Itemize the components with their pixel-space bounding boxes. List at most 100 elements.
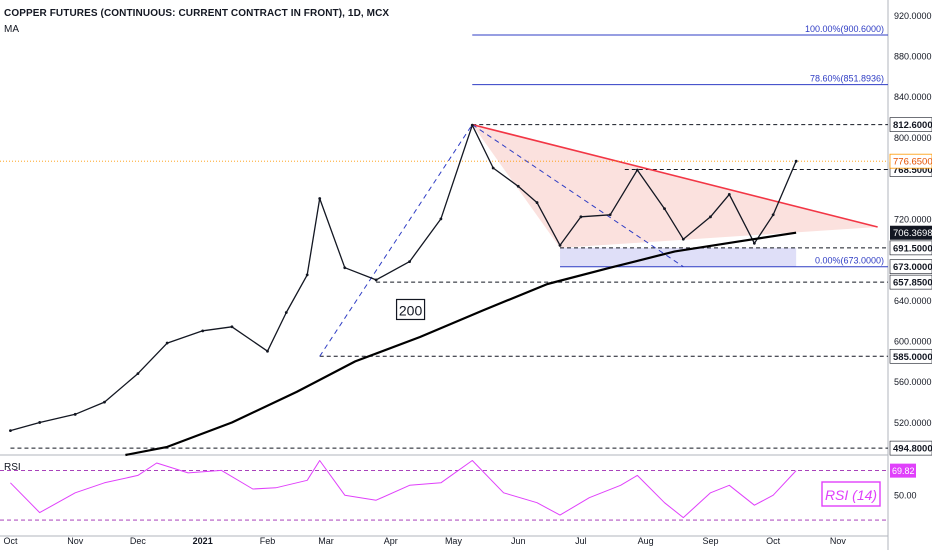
price-level-tag	[889, 117, 932, 132]
time-axis-tick: Oct	[766, 536, 781, 546]
price-axis-tick: 880.0000	[894, 51, 932, 61]
price-point	[558, 243, 562, 247]
price-axis-tick: 720.0000	[894, 214, 932, 224]
rsi-series: RSI (14)	[0, 460, 888, 521]
price-level-label: 768.5000	[893, 165, 932, 176]
price-point	[318, 197, 322, 200]
fib-level-label: 100.00%(900.6000)	[805, 24, 884, 34]
price-level-label: 812.6000	[893, 120, 932, 131]
ma200-annotation-box	[395, 298, 426, 321]
time-axis-tick: Sep	[702, 536, 718, 546]
price-axis-tick: 800.0000	[894, 133, 932, 143]
time-axis-tick: Oct	[3, 536, 18, 546]
projection-line	[471, 124, 684, 268]
price-level-tag	[889, 440, 932, 456]
price-point	[535, 201, 539, 204]
price-level-label: 494.8000	[893, 444, 932, 455]
price-point	[136, 372, 140, 375]
time-axis-tick: Dec	[130, 536, 147, 546]
last-price-tag	[889, 153, 932, 169]
fib-level-label: 0.00%(673.0000)	[815, 256, 884, 266]
ma-value-tag	[890, 225, 932, 240]
rsi-panel-label: RSI	[4, 462, 21, 473]
ma-value-label: 706.3698	[893, 228, 932, 239]
price-point	[343, 266, 347, 270]
annotations: 200	[395, 298, 426, 321]
price-line	[10, 124, 797, 432]
price-axis-tick: 560.0000	[894, 377, 932, 387]
price-point	[608, 213, 612, 217]
price-axis-tick: 600.0000	[894, 337, 932, 347]
support-band	[560, 247, 797, 267]
price-point	[38, 421, 42, 424]
price-point	[9, 429, 12, 433]
resistance-trendline	[472, 123, 878, 228]
price-point	[579, 215, 583, 219]
price-level-tag	[889, 348, 932, 364]
price-point	[470, 123, 474, 127]
price-point	[752, 241, 756, 245]
ma200-annotation: 200	[399, 302, 423, 318]
price-level-tag	[889, 240, 932, 256]
time-axis-tick: Nov	[67, 536, 84, 546]
price-point	[73, 412, 77, 416]
fibonacci-levels: 100.00%(900.6000) 78.60%(851.8936) 0.00%(6…	[472, 24, 888, 268]
price-point	[771, 213, 775, 217]
time-axis-tick: 2021	[193, 536, 213, 546]
price-level-label: 673.0000	[893, 262, 932, 273]
price-point	[305, 273, 309, 277]
price-point	[165, 341, 169, 345]
projection-line	[319, 124, 473, 357]
price-point	[794, 159, 798, 163]
shaded-zones	[472, 124, 878, 267]
price-point	[727, 193, 731, 196]
price-point	[491, 166, 495, 170]
price-point	[709, 215, 712, 219]
price-level-label: 657.8500	[893, 278, 932, 289]
rsi-badge: RSI (14)	[825, 487, 877, 503]
price-point	[103, 400, 106, 404]
time-axis-tick: Aug	[638, 536, 654, 546]
price-point	[663, 207, 666, 211]
fib-level-label: 78.60%(851.8936)	[810, 74, 884, 84]
price-axis-tick: 840.0000	[894, 92, 932, 102]
time-axis-tick: May	[445, 536, 463, 546]
rsi-line	[10, 460, 797, 519]
price-level-label: 585.0000	[893, 352, 932, 363]
time-axis-tick: Jun	[511, 536, 526, 546]
price-point	[201, 329, 205, 333]
price-level-label: 691.5000	[893, 243, 932, 254]
price-level-tag	[889, 274, 932, 290]
axes: 812.6000 768.5000 691.5000 673.0000 657.8500…	[3, 11, 932, 546]
ma200-line	[125, 231, 797, 457]
time-axis-tick: Nov	[830, 536, 847, 546]
price-point	[439, 217, 443, 221]
price-axis-tick: 520.0000	[894, 418, 932, 428]
price-level-lines	[10, 124, 888, 449]
price-point	[374, 278, 378, 282]
time-axis-tick: Apr	[384, 536, 398, 546]
price-point	[266, 349, 269, 353]
price-point	[681, 237, 685, 241]
price-point	[284, 311, 288, 314]
time-axis-tick: Mar	[318, 536, 334, 546]
rsi-axis-tick: 50.00	[894, 491, 917, 501]
price-series	[0, 123, 888, 457]
time-axis-tick: Feb	[260, 536, 276, 546]
price-axis-tick: 920.0000	[894, 11, 932, 21]
price-point	[516, 184, 520, 188]
price-point	[408, 260, 411, 264]
chart-title: COPPER FUTURES (CONTINUOUS: CURRENT CONT…	[4, 8, 390, 19]
price-axis-tick: 640.0000	[894, 296, 932, 306]
indicator-label: MA	[4, 24, 19, 35]
time-axis-tick: Jul	[575, 536, 587, 546]
shaded-triangle	[472, 124, 878, 248]
price-point	[635, 168, 639, 172]
last-price-label: 776.6500	[893, 157, 932, 168]
grid	[0, 0, 889, 550]
rsi-value-tag	[890, 463, 916, 478]
rsi-value-label: 69.82	[892, 466, 915, 476]
price-level-tag	[889, 259, 932, 275]
rsi-badge-box	[821, 481, 881, 507]
